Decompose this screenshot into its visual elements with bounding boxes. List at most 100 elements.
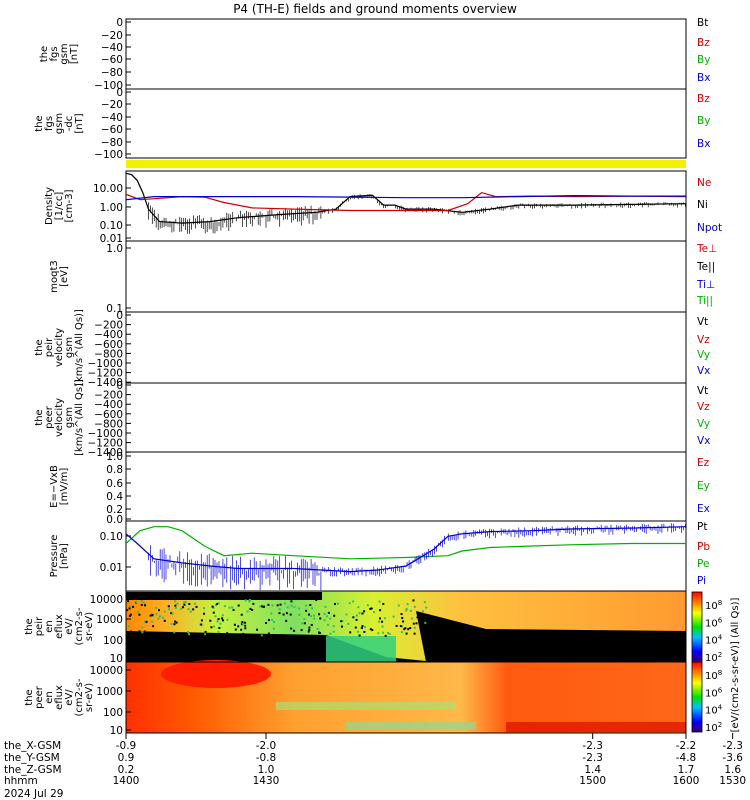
x-axis-row-label: the_Z-GSM: [4, 764, 62, 776]
heatmap-speckle: [136, 611, 139, 614]
x-tick-xgsm: -2.2: [676, 740, 697, 752]
y-axis-label: velocity: [54, 328, 65, 367]
heatmap-speckle: [369, 607, 372, 610]
heatmap-speckle: [265, 621, 268, 624]
heatmap-speckle: [329, 632, 332, 635]
heatmap-speckle: [181, 606, 184, 609]
heatmap-speckle: [424, 621, 427, 624]
y-tick-label: −20: [101, 30, 123, 42]
x-tick-hhmm: 1530: [719, 775, 746, 787]
y-axis-label: eflux: [54, 614, 65, 639]
heatmap-speckle: [128, 614, 131, 617]
legend-ey: Ey: [697, 480, 710, 492]
heatmap-speckle: [138, 630, 141, 633]
y-tick-label: −1000: [87, 358, 123, 370]
y-axis-label: sr-eV): [84, 612, 95, 641]
x-tick-zgsm: 1.4: [584, 764, 601, 776]
heatmap-speckle: [399, 625, 402, 628]
heatmap-speckle: [212, 611, 215, 614]
y-tick-label: −400: [94, 329, 123, 341]
heatmap-speckle: [303, 622, 306, 625]
heatmap-speckle: [409, 627, 412, 630]
heatmap-speckle: [381, 625, 384, 628]
heatmap-speckle: [183, 603, 186, 606]
series-ni-noise: [148, 194, 686, 234]
heatmap-speckle: [282, 613, 285, 616]
heatmap-speckle: [143, 630, 146, 633]
heatmap-speckle: [174, 604, 177, 607]
y-tick-label: 10000: [90, 665, 123, 677]
y-axis-label: peir: [44, 337, 55, 357]
y-axis-label: moqt3: [49, 260, 60, 293]
heatmap-speckle: [318, 613, 321, 616]
heatmap-speckle: [413, 605, 416, 608]
panel-efield: 1.00.8 0.60.40.20.0 E=−VxB [mV/m] Ez Ey Ex: [49, 451, 710, 526]
heatmap-speckle: [241, 621, 244, 624]
y-axis-label: (cm2-s-: [74, 678, 85, 716]
heatmap-speckle: [145, 620, 148, 623]
heatmap-speckle: [216, 602, 219, 605]
legend-te⊥: Te⊥: [696, 243, 717, 255]
heatmap-speckle: [347, 622, 350, 625]
heatmap-speckle: [341, 620, 344, 623]
heatmap-speckle: [260, 605, 263, 608]
colorbar-tick-label: 102: [705, 721, 722, 734]
y-axis-label: gsm: [54, 113, 65, 134]
legend-vz: Vz: [697, 401, 710, 413]
y-axis-label: fgs: [49, 46, 60, 61]
legend-vt: Vt: [697, 385, 708, 397]
heatmap-speckle: [128, 625, 131, 628]
heatmap-speckle: [159, 615, 162, 618]
heatmap-speckle: [192, 608, 195, 611]
heatmap-speckle: [212, 606, 215, 609]
heatmap-speckle: [352, 616, 355, 619]
y-axis-label: [1/cc]: [54, 192, 65, 221]
heatmap-speckle: [284, 602, 287, 605]
y-axis-label: peer: [34, 685, 45, 709]
x-axis-row-label: the_Y-GSM: [4, 752, 60, 764]
legend-pb: Pb: [697, 541, 710, 553]
x-tick-zgsm: 1.6: [724, 764, 741, 776]
heatmap-speckle: [360, 627, 363, 630]
heatmap-speckle: [184, 600, 187, 603]
heatmap-speckle: [217, 602, 220, 605]
heatmap-speckle: [311, 607, 314, 610]
heatmap-speckle: [354, 626, 357, 629]
heatmap-speckle: [355, 618, 358, 621]
y-tick-label: 0: [116, 380, 123, 392]
series-pe: [125, 526, 686, 560]
heatmap-hot-spot: [161, 660, 271, 688]
heatmap-speckle: [242, 632, 245, 635]
y-tick-label: 0.10: [100, 531, 123, 543]
legend-pe: Pe: [697, 558, 709, 570]
panel-peer_eflux: 10000 1000 100 10 the peer en eflux eV/(cm2-s-sr…: [24, 660, 687, 737]
legend-bz: Bz: [697, 93, 710, 105]
heatmap-speckle: [246, 610, 249, 613]
heatmap-speckle: [132, 605, 135, 608]
heatmap-speckle: [158, 609, 161, 612]
heatmap-speckle: [332, 625, 335, 628]
heatmap-speckle: [379, 609, 382, 612]
heatmap-black-top: [126, 592, 322, 600]
x-tick-hhmm: 1600: [673, 775, 700, 787]
heatmap-speckle: [423, 601, 426, 604]
heatmap-speckle: [327, 611, 330, 614]
colorbar-tick-label: 106: [705, 616, 723, 629]
heatmap-speckle: [135, 601, 138, 604]
heatmap-speckle: [188, 633, 191, 636]
heatmap-green-band-low: [346, 722, 476, 730]
heatmap-speckle: [290, 600, 293, 603]
heatmap-speckle: [152, 614, 155, 617]
heatmap-speckle: [358, 612, 361, 615]
heatmap-speckle: [226, 618, 229, 621]
heatmap-speckle: [152, 625, 155, 628]
y-tick-label: −1000: [87, 428, 123, 440]
heatmap-speckle: [301, 622, 304, 625]
y-tick-label: 0.0: [106, 514, 123, 526]
y-axis-label: eV/: [64, 689, 75, 706]
panel-frame: [125, 88, 687, 159]
y-tick-label: −40: [101, 112, 123, 124]
y-tick-label: −40: [101, 42, 123, 54]
